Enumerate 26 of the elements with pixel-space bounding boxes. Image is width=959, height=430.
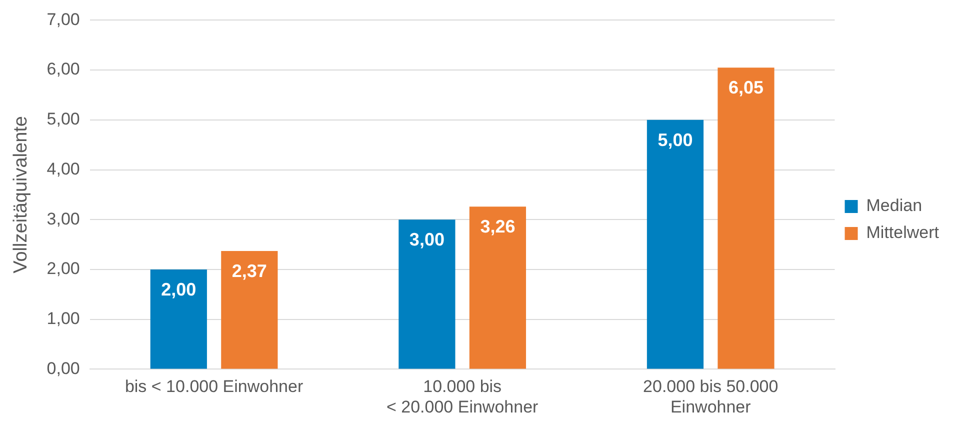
- bar: [150, 269, 207, 369]
- data-label: 2,00: [161, 279, 196, 300]
- bar: [398, 220, 456, 369]
- data-label: 3,00: [409, 230, 444, 250]
- y-tick-label: 2,00: [46, 259, 80, 278]
- bar: [221, 251, 278, 369]
- y-tick-label: 7,00: [46, 10, 80, 29]
- x-tick-label: 20.000 bis 50.000 Einwohner: [643, 377, 778, 416]
- y-tick-label: 0,00: [46, 358, 80, 378]
- bar: [718, 68, 774, 369]
- bar: [469, 206, 526, 369]
- data-label: 2,37: [232, 261, 267, 282]
- legend-label: Mittelwert: [866, 223, 940, 242]
- y-tick-label: 6,00: [46, 60, 80, 79]
- legend-label: Median: [866, 196, 922, 216]
- x-tick-label: 10.000 bis < 20.000 Einwohner: [386, 377, 539, 416]
- y-tick-label: 5,00: [46, 110, 80, 129]
- data-label: 6,05: [728, 78, 764, 98]
- y-tick-label: 1,00: [46, 309, 80, 328]
- y-tick-label: 3,00: [46, 209, 80, 228]
- bar: [646, 120, 704, 369]
- x-tick-label: bis < 10.000 Einwohner: [124, 377, 304, 396]
- data-label: 5,00: [658, 130, 693, 150]
- data-label: 3,26: [480, 216, 516, 237]
- y-axis-title: Vollzeitäquivalente: [10, 116, 32, 274]
- y-tick-label: 4,00: [46, 159, 80, 178]
